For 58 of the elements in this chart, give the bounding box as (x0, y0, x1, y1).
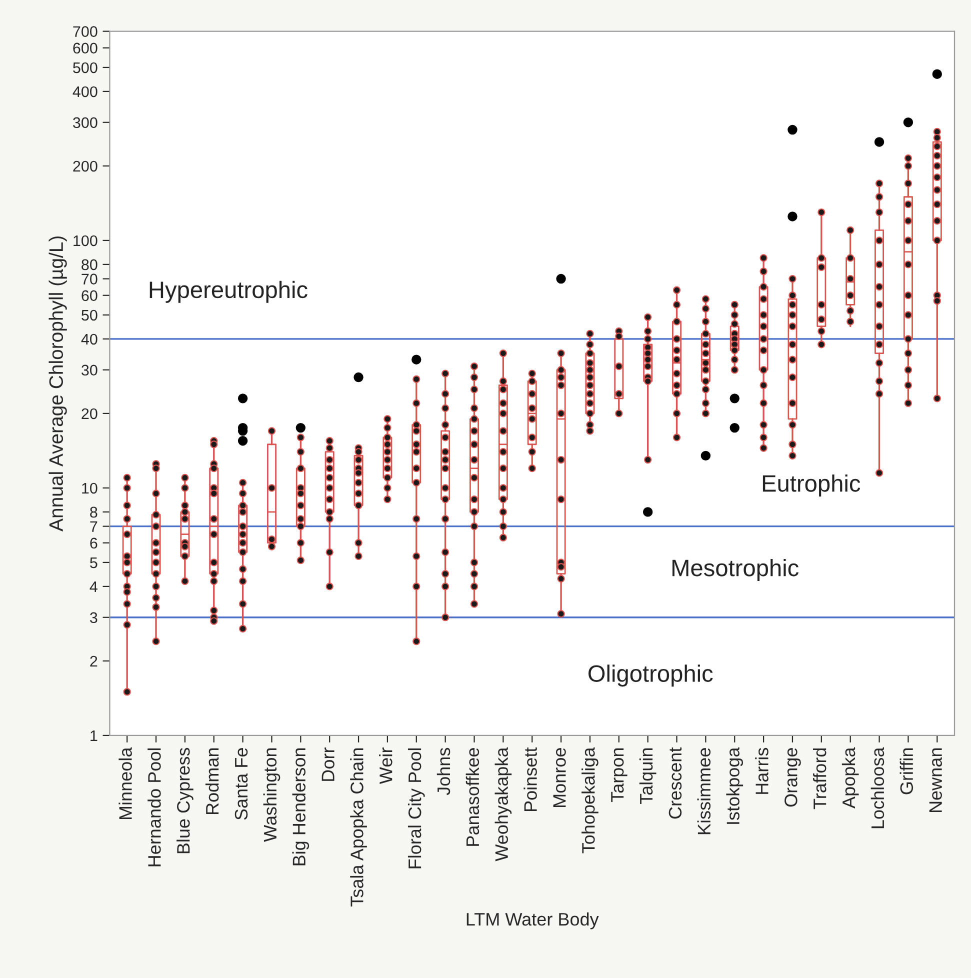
x-tick-label: Panasoffkee (466, 748, 480, 846)
x-tick-label: Harris (755, 748, 768, 794)
x-tick-label: Hernando Pool (148, 748, 161, 866)
y-tick-label: 1 (90, 730, 98, 741)
y-tick-label: 60 (82, 290, 98, 302)
y-tick-label: 30 (82, 364, 98, 376)
x-tick-label: Tohopekaliga (582, 747, 598, 854)
x-tick-label: Talquin (639, 748, 656, 804)
x-tick-label: Tarpon (611, 748, 628, 802)
x-tick-label: Istokpoga (726, 747, 744, 824)
x-tick-label: Weohyakapka (494, 747, 512, 862)
x-tick-label: Santa Fe (234, 748, 248, 820)
y-tick-label: 80 (82, 259, 98, 270)
x-tick-label: Monroe (553, 748, 566, 807)
y-tick-label: 6 (90, 538, 98, 549)
y-tick-label: 7 (90, 521, 98, 532)
annotation: Hypereutrophic (150, 280, 308, 303)
y-tick-label: 700 (73, 26, 98, 37)
y-tick-label: 50 (82, 310, 98, 321)
y-tick-label: 2 (90, 656, 98, 666)
x-tick-label: Poinsett (524, 747, 537, 812)
x-tick-label: Weir (379, 748, 392, 784)
x-tick-label: Lochloosa (870, 747, 884, 828)
y-tick-label: 600 (73, 42, 98, 54)
y-tick-label: 8 (90, 506, 98, 518)
x-tick-label: Johns (436, 748, 450, 796)
y-tick-label: 40 (81, 334, 98, 345)
x-axis-title: LTM Water Body (466, 912, 599, 930)
y-tick-label: 500 (73, 62, 98, 74)
y-axis-title: Annual Average Chlorophyll (µg/L) (48, 236, 67, 532)
x-tick-label: Dorr (322, 748, 334, 781)
x-tick-label: Crescent (668, 747, 682, 819)
annotation: Oligotrophic (588, 664, 713, 687)
x-tick-label: Orange (784, 748, 801, 807)
x-tick-label: Floral City Pool (408, 748, 425, 868)
y-tick-label: 70 (82, 274, 98, 284)
y-tick-label: 100 (74, 235, 98, 246)
x-tick-label: Big Henderson (292, 748, 310, 866)
y-tick-label: 3 (90, 612, 98, 624)
y-tick-label: 200 (73, 160, 98, 172)
x-tick-label: Apopka (842, 747, 859, 808)
x-tick-label: Tsala Apopka Chain (350, 748, 367, 906)
x-tick-label: Blue Cypress (176, 748, 194, 854)
x-tick-label: Kissimmee (697, 748, 711, 834)
x-tick-label: Minneola (118, 747, 132, 820)
annotation: Eutrophic (762, 474, 860, 496)
x-tick-label: Trafford (812, 748, 826, 810)
x-tick-label: Washington (263, 748, 280, 842)
x-tick-label: Rodman (205, 748, 219, 814)
x-tick-label: Newnan (929, 748, 942, 812)
x-tick-label: Griffin (900, 748, 914, 794)
annotation: Mesotrophic (672, 558, 799, 581)
y-tick-label: 300 (73, 117, 98, 128)
y-tick-label: 5 (90, 557, 98, 568)
y-tick-label: 20 (82, 408, 98, 420)
y-tick-label: 4 (90, 581, 98, 592)
y-tick-label: 10 (82, 482, 98, 494)
y-tick-label: 400 (72, 86, 98, 98)
